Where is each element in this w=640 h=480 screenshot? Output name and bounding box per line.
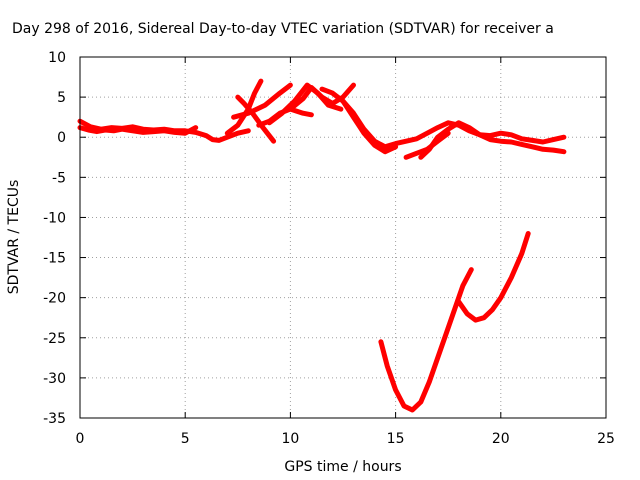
y-tick-label: 10 [48, 50, 66, 66]
series-line-4 [231, 82, 293, 120]
series-line-11 [418, 120, 567, 160]
series-line-12 [378, 267, 474, 413]
x-tick-label: 20 [492, 431, 510, 447]
x-tick-labels: 0 5 10 15 20 25 [76, 431, 615, 447]
x-tick-label: 15 [387, 431, 405, 447]
series-line-13 [456, 231, 531, 323]
series-line-7 [287, 82, 356, 112]
x-tick-label: 10 [281, 431, 299, 447]
series-line-9 [340, 98, 399, 155]
y-tick-label: -35 [43, 411, 66, 427]
y-tick-label: -15 [43, 251, 66, 267]
y-tick-label: -30 [43, 371, 66, 387]
grid-lines [79, 56, 607, 419]
data-series [77, 78, 567, 413]
x-axis-label: GPS time / hours [284, 459, 401, 475]
x-tick-label: 5 [181, 431, 190, 447]
y-tick-label: -25 [43, 331, 66, 347]
y-tick-label: -5 [52, 170, 66, 186]
y-tick-label: 0 [57, 130, 66, 146]
y-tick-label: -20 [43, 291, 66, 307]
x-tick-label: 25 [597, 431, 615, 447]
y-tick-labels: 10 5 0 -5 -10 -15 -20 -25 -30 -35 [43, 50, 66, 427]
y-axis-label: SDTVAR / TECUs [6, 180, 22, 295]
series-line-1 [77, 125, 199, 136]
y-tick-label: 5 [57, 90, 66, 106]
plot-frame [79, 56, 607, 419]
series-line-6 [266, 82, 344, 126]
chart-title: Day 298 of 2016, Sidereal Day-to-day VTE… [12, 21, 554, 37]
x-tick-label: 0 [76, 431, 85, 447]
y-tick-label: -10 [43, 210, 66, 226]
